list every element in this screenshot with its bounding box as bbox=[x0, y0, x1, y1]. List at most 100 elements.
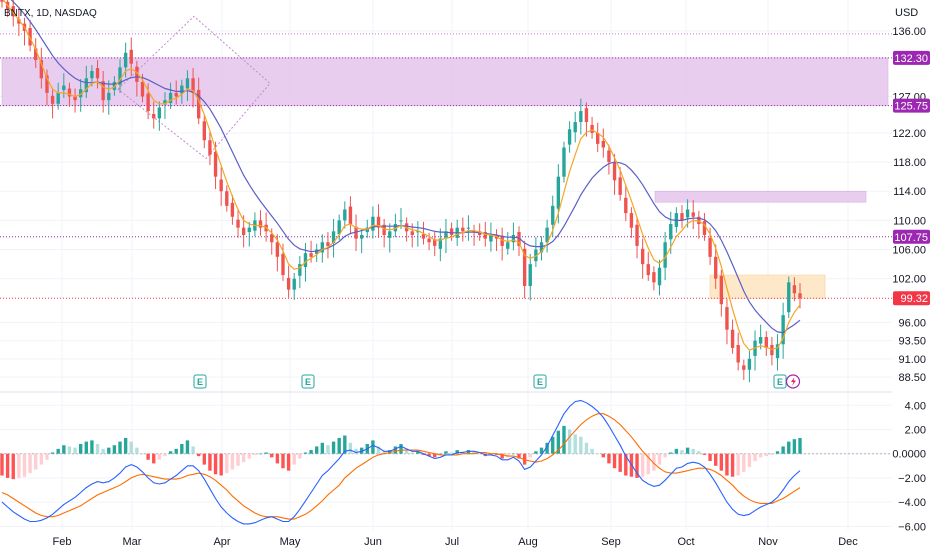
price-zone bbox=[1, 57, 889, 106]
time-tick-label: Jul bbox=[445, 536, 459, 548]
candle-body bbox=[736, 345, 740, 363]
macd-histogram-bar bbox=[522, 453, 527, 465]
candle-body bbox=[73, 96, 77, 101]
macd-histogram-bar bbox=[208, 453, 212, 471]
candle-body bbox=[702, 221, 707, 235]
macd-histogram-bar bbox=[618, 453, 622, 472]
candle-body bbox=[573, 122, 577, 133]
candle-body bbox=[719, 275, 724, 305]
candle-body bbox=[320, 242, 325, 253]
candle-body bbox=[444, 231, 448, 239]
earnings-label: E bbox=[777, 377, 783, 387]
candle-body bbox=[17, 19, 21, 24]
candle-body bbox=[798, 293, 802, 299]
candle-body bbox=[393, 224, 398, 232]
candle-body bbox=[28, 28, 32, 46]
macd-histogram-bar bbox=[236, 453, 240, 466]
candle-body bbox=[45, 75, 49, 93]
earnings-label: E bbox=[197, 377, 203, 387]
time-tick-label: Aug bbox=[518, 536, 538, 548]
earnings-badge bbox=[533, 374, 547, 389]
macd-histogram-bar bbox=[477, 453, 482, 455]
candle-body bbox=[258, 220, 263, 228]
candle-body bbox=[241, 227, 246, 235]
macd-histogram-bar bbox=[511, 453, 516, 455]
candle-body bbox=[303, 253, 308, 268]
candle-body bbox=[697, 216, 701, 225]
macd-histogram-bar bbox=[359, 447, 364, 454]
macd-histogram-bar bbox=[129, 441, 133, 454]
candle-body bbox=[640, 248, 645, 265]
macd-histogram-bar bbox=[17, 453, 21, 478]
candle-body bbox=[522, 248, 527, 286]
earnings-badge bbox=[193, 374, 207, 389]
candle-body bbox=[309, 253, 313, 257]
candle-body bbox=[202, 121, 206, 141]
earnings-marker[interactable]: E bbox=[533, 374, 547, 389]
candle-body bbox=[730, 329, 735, 348]
macd-histogram-bar bbox=[685, 447, 690, 454]
macd-histogram-bar bbox=[567, 429, 572, 454]
candle-body bbox=[101, 81, 105, 101]
time-tick-label: Sep bbox=[601, 536, 621, 548]
macd-histogram-bar bbox=[410, 452, 414, 454]
candle-body bbox=[230, 202, 235, 217]
candle-body bbox=[483, 232, 487, 239]
candle-body bbox=[152, 114, 156, 119]
macd-histogram-bar bbox=[45, 453, 49, 460]
candle-body bbox=[135, 66, 139, 82]
macd-histogram-bar bbox=[101, 448, 105, 454]
time-axis[interactable]: Feb Mar Apr May Jun Jul Aug Sep Oct Nov Dec bbox=[53, 536, 859, 548]
macd-histogram-bar bbox=[275, 453, 280, 464]
candle-body bbox=[500, 235, 504, 246]
macd-histogram-bar bbox=[34, 453, 38, 470]
macd-histogram-bar bbox=[466, 450, 471, 454]
candle-body bbox=[275, 242, 280, 257]
macd-histogram-bar bbox=[433, 453, 437, 458]
candle-body bbox=[67, 88, 72, 97]
candle-body bbox=[118, 67, 122, 85]
candle-body bbox=[78, 89, 83, 98]
macd-histogram-bar bbox=[50, 452, 55, 454]
macd-histogram-bar bbox=[95, 444, 100, 454]
macd-histogram-bar bbox=[62, 445, 66, 454]
candle-body bbox=[247, 227, 251, 233]
candle-body bbox=[388, 231, 392, 238]
macd-histogram-bar bbox=[84, 441, 88, 454]
macd-histogram-bar bbox=[742, 453, 746, 472]
candle-body bbox=[775, 344, 780, 359]
macd-histogram-bar bbox=[376, 446, 381, 454]
macd-histogram-bar bbox=[674, 448, 679, 454]
candle-body bbox=[764, 336, 768, 348]
candle-body bbox=[315, 249, 319, 254]
candle-body bbox=[292, 278, 296, 290]
macd-histogram-bar bbox=[309, 450, 313, 454]
price-zone bbox=[709, 274, 826, 299]
candle-body bbox=[112, 81, 117, 90]
candle-body bbox=[539, 242, 544, 253]
candle-body bbox=[770, 345, 774, 356]
candle-body bbox=[286, 277, 291, 290]
earnings-label: E bbox=[305, 377, 311, 387]
macd-histogram-bar bbox=[736, 453, 740, 476]
earnings-marker[interactable]: E bbox=[193, 374, 207, 389]
candle-body bbox=[219, 179, 223, 192]
candle-body bbox=[225, 191, 229, 206]
candle-body bbox=[438, 238, 443, 249]
macd-histogram-bar bbox=[539, 447, 544, 454]
price-tag-label: 125.75 bbox=[894, 101, 928, 113]
earnings-marker[interactable]: E bbox=[301, 374, 315, 389]
macd-histogram-bar bbox=[258, 453, 263, 455]
macd-histogram-bar bbox=[792, 439, 797, 454]
macd-histogram-bar bbox=[146, 453, 150, 460]
earnings-marker[interactable]: E bbox=[773, 374, 787, 389]
candle-body bbox=[556, 176, 561, 209]
macd-histogram-bar bbox=[157, 453, 162, 460]
price-axis[interactable]: 136.00127.00122.00118.00114.00110.00106.… bbox=[892, 26, 930, 533]
level-price-tag: 132.30 bbox=[893, 50, 930, 65]
candle-body bbox=[629, 213, 634, 228]
macd-histogram-bar bbox=[691, 448, 695, 454]
candle-body bbox=[747, 358, 752, 370]
